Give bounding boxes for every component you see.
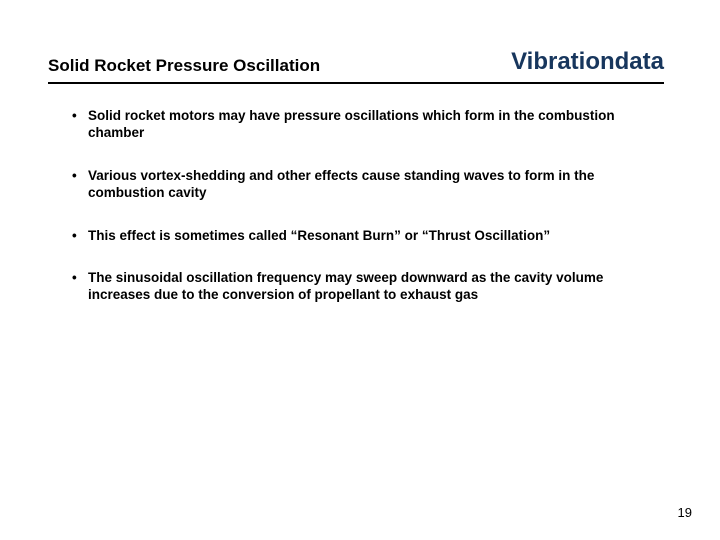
header-rule: [48, 82, 664, 84]
page-number: 19: [678, 505, 692, 520]
bullet-item: The sinusoidal oscillation frequency may…: [72, 270, 664, 304]
bullet-item: This effect is sometimes called “Resonan…: [72, 228, 664, 245]
bullet-item: Solid rocket motors may have pressure os…: [72, 108, 664, 142]
brand-label: Vibrationdata: [511, 48, 664, 76]
bullet-list: Solid rocket motors may have pressure os…: [72, 108, 664, 304]
slide-title: Solid Rocket Pressure Oscillation: [48, 56, 320, 76]
header-row: Solid Rocket Pressure Oscillation Vibrat…: [48, 48, 664, 76]
bullet-item: Various vortex-shedding and other effect…: [72, 168, 664, 202]
slide: Solid Rocket Pressure Oscillation Vibrat…: [0, 0, 720, 540]
